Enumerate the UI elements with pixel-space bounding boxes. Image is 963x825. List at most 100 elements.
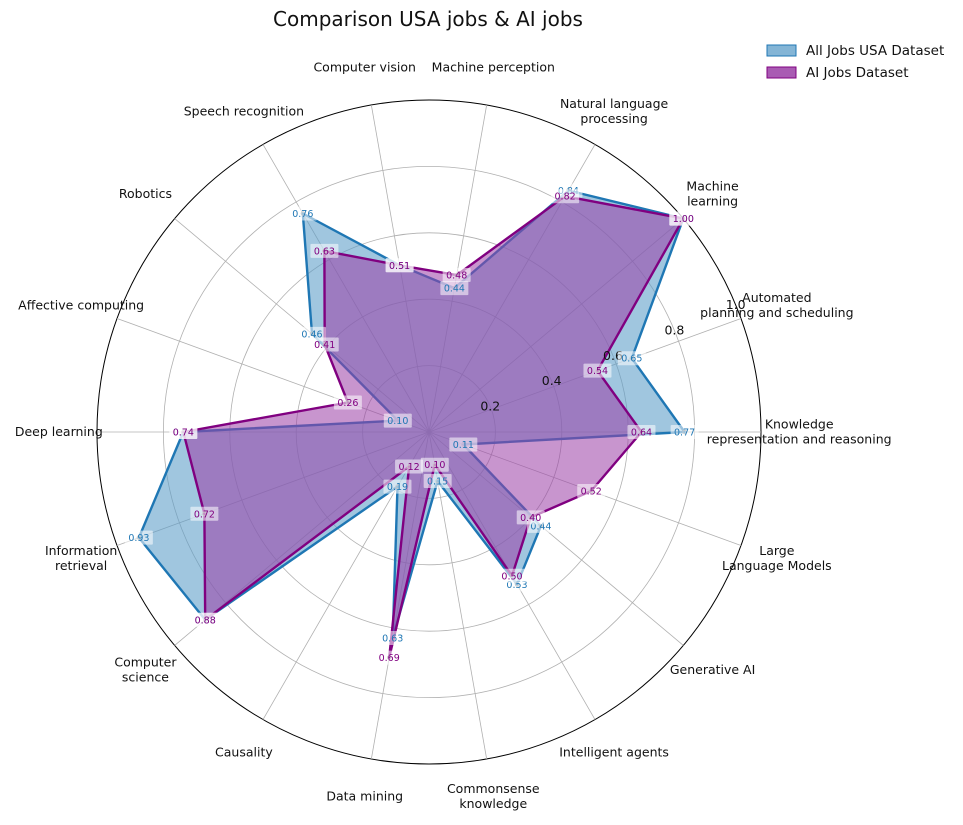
value-label: 0.12 [395,459,424,474]
value-label: 0.15 [423,474,452,489]
value-label: 0.76 [288,206,317,221]
r-tick-label: 1.0 [726,297,746,312]
value-label: 0.26 [333,395,362,410]
value-label-text: 0.10 [387,416,408,427]
value-label-text: 0.41 [314,340,335,351]
value-label-text: 0.52 [581,487,602,498]
value-label: 0.82 [551,189,580,204]
value-label: 0.74 [169,425,198,439]
value-label-box [627,425,656,439]
axis-label: Data mining [326,789,403,804]
value-label-text: 0.46 [301,329,322,340]
value-label: 0.40 [516,510,545,525]
value-label-text: 0.12 [399,462,420,473]
value-label: 0.48 [442,268,471,283]
value-label-text: 1.00 [673,214,694,225]
axis-label: Intelligent agents [559,745,669,760]
axis-label: Automated planning and scheduling [700,290,853,320]
value-label: 0.50 [498,568,526,583]
value-label: 0.19 [383,479,412,494]
value-label-box [420,457,449,472]
value-label: 0.44 [440,281,469,296]
value-label-box [498,568,526,583]
value-label-box [310,337,339,352]
axis-label: Commonsense knowledge [447,781,540,811]
value-label: 0.63 [310,243,339,258]
value-label: 0.46 [298,326,327,341]
r-tick-label: 0.8 [664,322,684,337]
value-label: 0.11 [449,437,478,452]
value-label-box [124,530,153,545]
value-label-text: 0.65 [621,354,642,365]
value-label: 0.77 [670,425,699,439]
value-label-text: 0.44 [530,521,551,532]
legend-swatch [766,44,797,57]
axis-label: Machine learning [686,179,739,209]
r-tick-label: 0.4 [542,373,562,388]
axis-label: Robotics [119,186,172,201]
value-label: 1.00 [669,211,698,226]
value-label: 0.41 [310,337,339,352]
value-label: 0.65 [617,351,646,366]
value-label-box [617,351,646,366]
axis-label: Affective computing [18,297,144,312]
legend: All Jobs USA Dataset AI Jobs Dataset [766,43,944,81]
value-label: 0.93 [124,530,153,545]
value-label-box [288,206,317,221]
value-label-box [551,189,580,204]
value-label-box [449,437,478,452]
value-label: 0.54 [583,363,612,378]
value-label-text: 0.48 [446,271,467,282]
value-label-text: 0.26 [337,398,358,409]
axis-label: Computer science [114,654,177,684]
value-label-box [310,243,339,258]
value-label-box [442,268,471,283]
value-label-box [383,413,412,428]
value-label-box [333,395,362,410]
value-label-box [583,363,612,378]
legend-label: All Jobs USA Dataset [806,43,944,59]
value-label: 0.64 [627,425,656,439]
value-label-text: 0.64 [631,428,652,439]
value-label-text: 0.69 [379,653,400,664]
value-label: 0.10 [420,457,449,472]
value-label-box [669,211,698,226]
series-area-ai [182,194,685,659]
value-label-text: 0.51 [389,261,410,272]
legend-label: AI Jobs Dataset [806,65,909,81]
value-label-box [670,425,699,439]
value-label: 0.63 [378,630,407,645]
axis-label: Large Language Models [722,543,832,573]
value-label-box [298,326,327,341]
axis-label: Deep learning [15,424,103,439]
value-label-text: 0.72 [194,509,215,520]
value-label-text: 0.40 [520,513,541,524]
value-label-text: 0.10 [424,460,445,471]
value-label-text: 0.63 [382,634,403,645]
value-label-box [378,630,407,645]
value-label-box [385,258,414,273]
value-label-box [375,650,404,665]
value-label-text: 0.74 [173,428,194,439]
axis-labels: Knowledge representation and reasoning Aut… [15,59,892,811]
value-label-text: 0.15 [427,477,448,488]
value-label-box [577,484,606,499]
r-tick-labels: 0.20.40.60.81.0 [480,297,745,414]
value-label-text: 0.11 [453,440,474,451]
axis-label: Knowledge representation and reasoning [707,417,892,447]
value-label-text: 0.82 [555,192,576,203]
value-label-text: 0.53 [506,580,527,591]
value-label-box [516,510,545,525]
value-label: 0.88 [191,612,220,627]
value-label-box [383,479,412,494]
axis-label: Information retrieval [45,543,117,573]
value-label: 0.72 [190,506,219,521]
axis-label: Computer vision [313,59,416,74]
value-label-text: 0.19 [387,482,408,493]
value-label-box [190,506,219,521]
axis-label: Machine perception [432,59,555,74]
legend-swatch [766,66,797,79]
value-label-text: 0.88 [195,615,216,626]
value-label-text: 0.50 [501,571,522,582]
